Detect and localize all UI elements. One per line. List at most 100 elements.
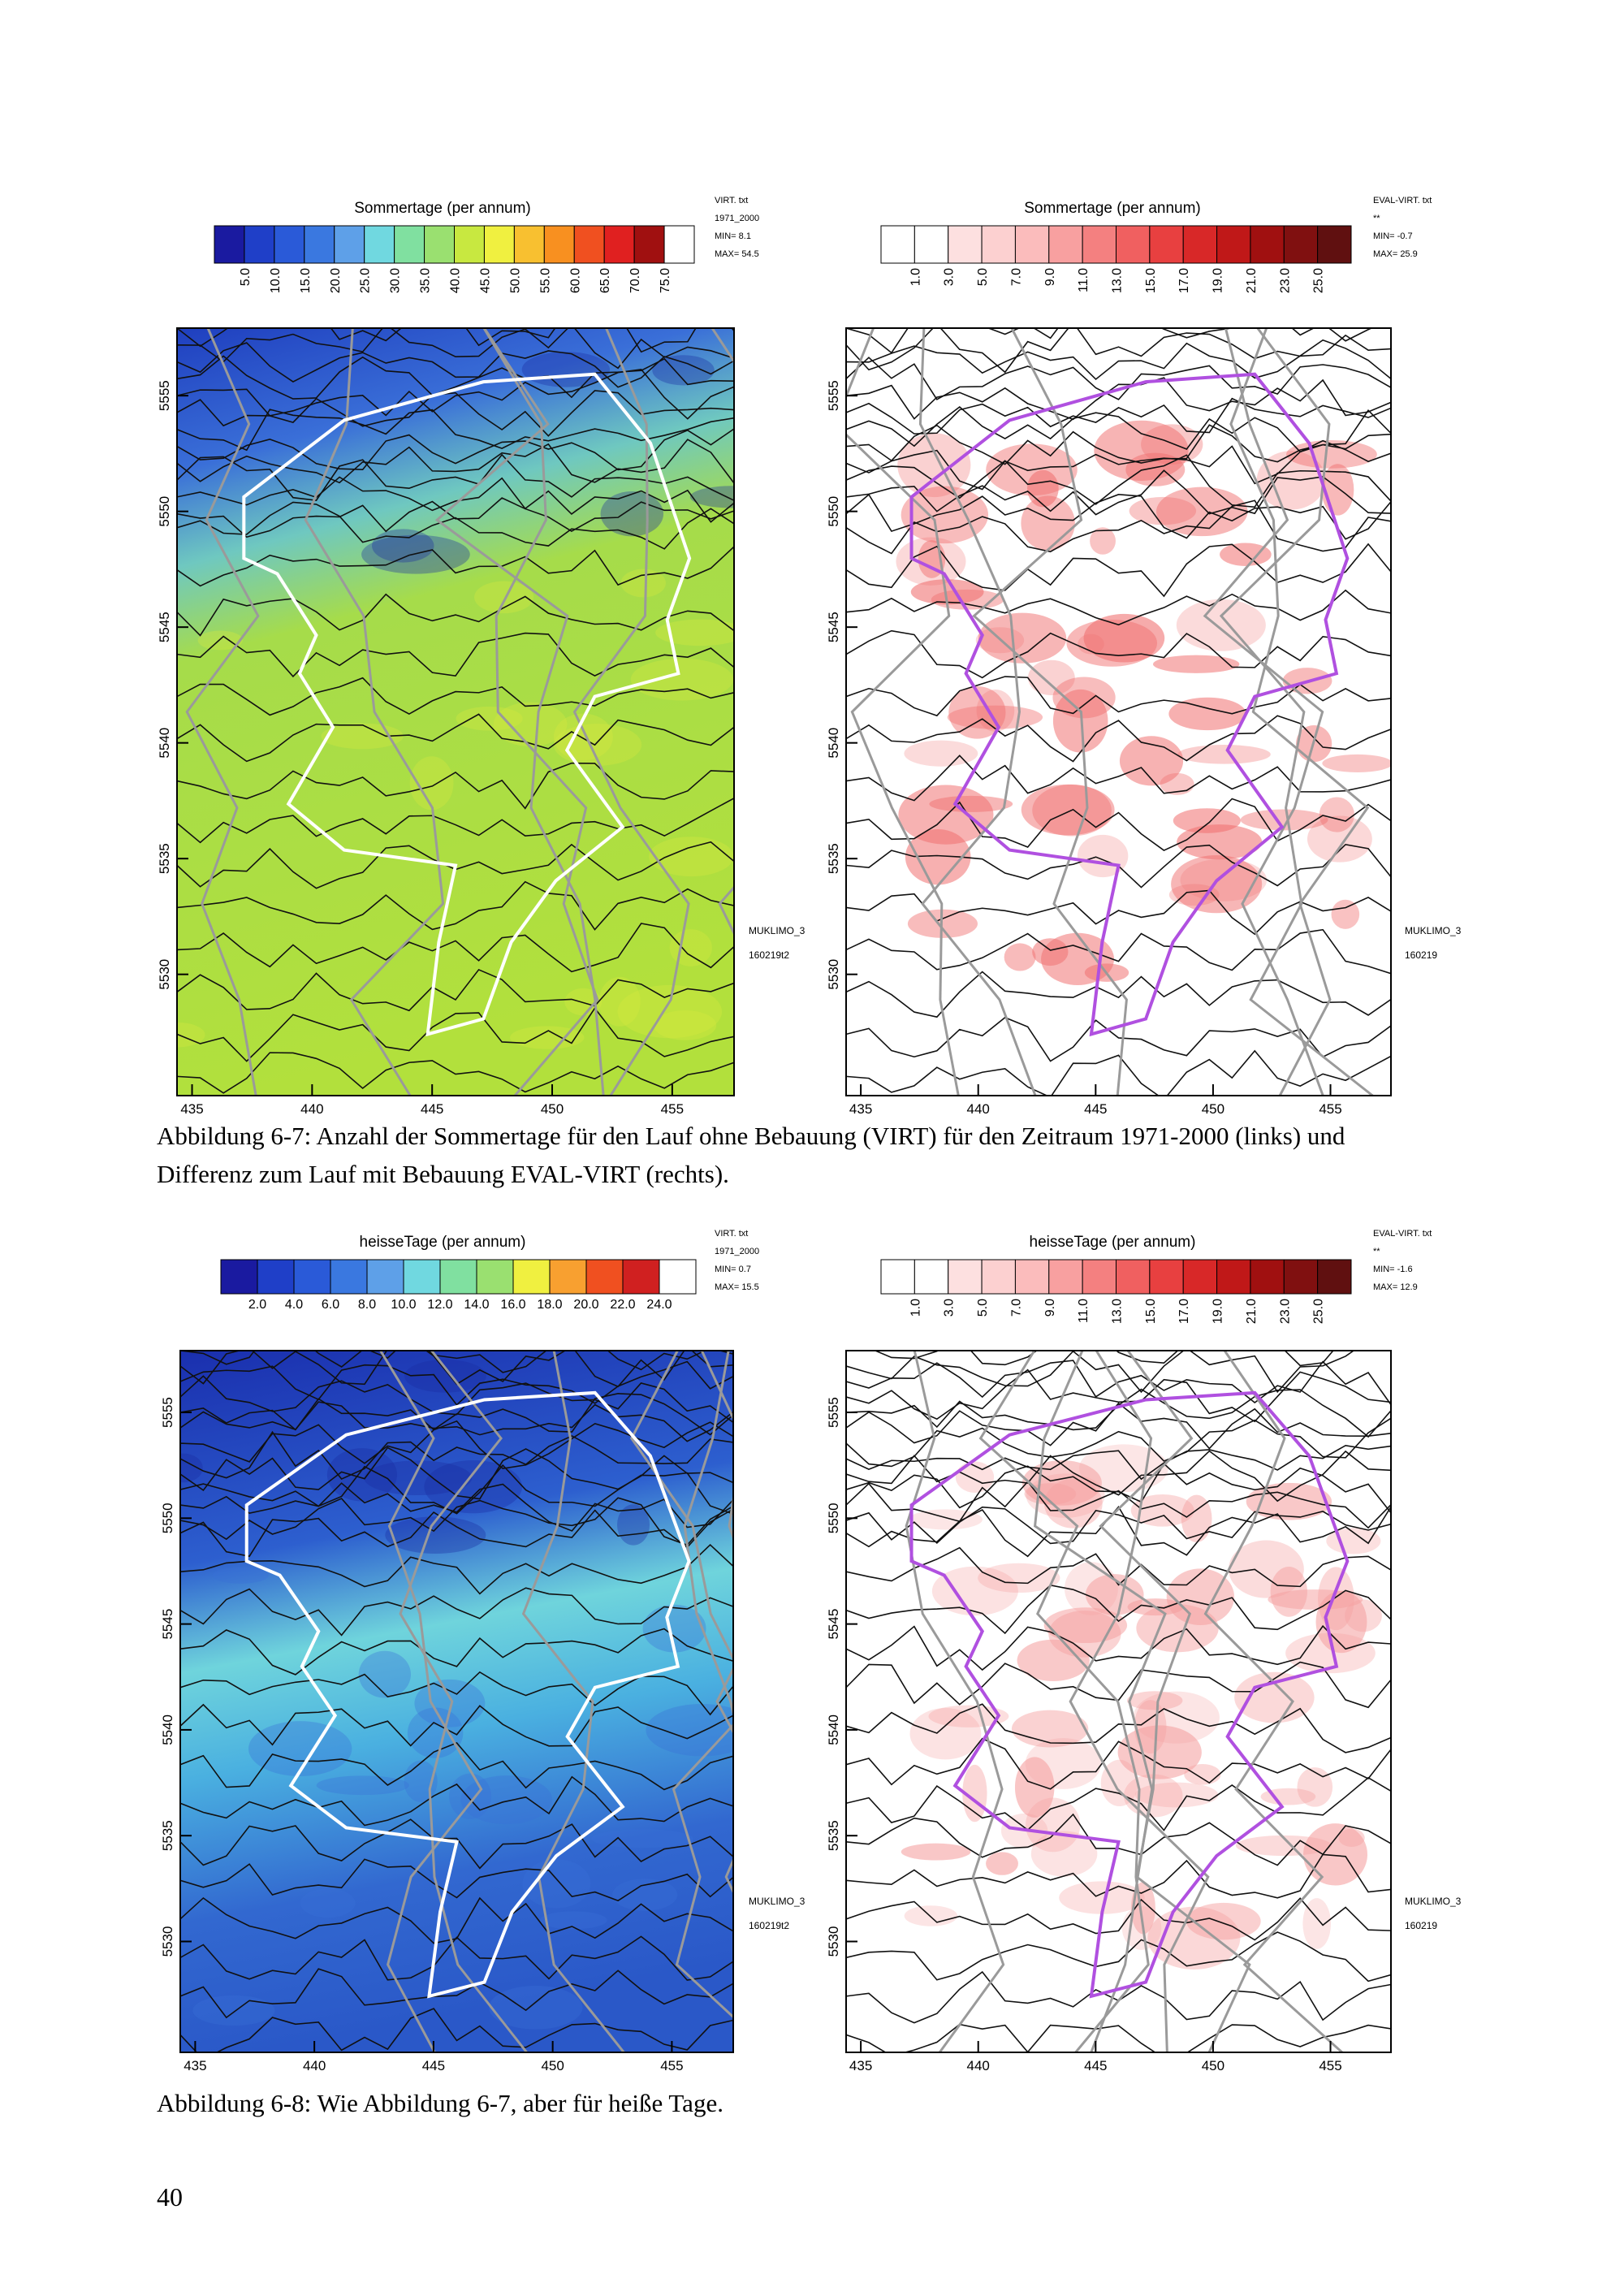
heat-blob: [1338, 1828, 1365, 1847]
meta-text: MIN= -0.7: [1373, 231, 1413, 241]
scale-cell: [476, 1259, 514, 1295]
heat-blob: [978, 612, 1067, 664]
heat-blob: [986, 1852, 1018, 1875]
scale-label: 9.0: [1043, 268, 1057, 286]
scale-label: 5.0: [976, 1299, 990, 1317]
map-panel: heisseTage (per annum) 1.0 3.0 5.0 7.0 9.0 11.…: [826, 1229, 1462, 2073]
road: [978, 1351, 1150, 2052]
contour: [180, 1401, 733, 1442]
meta-text: MIN= 0.7: [715, 1265, 751, 1274]
y-tick-label: 5540: [826, 1714, 841, 1745]
heat-blob: [1270, 1567, 1307, 1617]
scale-cell: [483, 225, 515, 264]
contour: [846, 1506, 1391, 1545]
scale-label: 1.0: [909, 268, 922, 286]
scale-cell: [257, 1259, 295, 1295]
meta-text: MAX= 54.5: [715, 249, 759, 259]
city-boundary: [909, 372, 1350, 1037]
contour: [177, 328, 734, 370]
contour: [846, 469, 1391, 516]
x-tick-label: 445: [422, 2058, 445, 2073]
contour: [846, 928, 1391, 975]
scale-cell: [981, 1259, 1016, 1295]
contour: [846, 328, 1373, 354]
shade-blob: [300, 1888, 356, 1918]
y-tick-label: 5530: [826, 959, 841, 990]
contour: [846, 629, 1391, 679]
road: [700, 1351, 733, 1895]
shade-blob: [316, 1775, 409, 1796]
x-tick-label: 455: [661, 1101, 684, 1117]
shade-blob: [654, 1010, 717, 1040]
scale-label: 35.0: [419, 268, 433, 293]
scale-label: 15.0: [1144, 1299, 1158, 1324]
x-tick-label: 445: [1084, 2058, 1107, 2073]
road: [905, 1351, 1005, 2052]
shade-blob: [212, 1567, 269, 1584]
scale-label: 25.0: [1312, 1299, 1326, 1324]
y-tick-label: 5535: [826, 1820, 841, 1851]
heat-blob: [1133, 1691, 1220, 1744]
scale-label: 19.0: [1212, 268, 1225, 293]
scale-label: 25.0: [1312, 268, 1326, 293]
x-tick-label: 455: [1319, 2058, 1341, 2073]
scale-cell: [244, 225, 275, 264]
contour: [177, 880, 734, 931]
contour: [846, 357, 1391, 400]
scale-label: 75.0: [659, 268, 672, 293]
meta-text: EVAL-VIRT. txt: [1373, 1229, 1432, 1239]
contour: [177, 342, 734, 388]
page-number: 40: [157, 2182, 183, 2212]
y-tick-label: 5540: [157, 728, 172, 759]
x-tick-label: 440: [303, 2058, 326, 2073]
road: [1219, 328, 1374, 1096]
y-tick-label: 5535: [157, 843, 172, 874]
scale-cell: [573, 225, 605, 264]
scale-cell: [1182, 225, 1218, 264]
contour: [177, 439, 734, 484]
contour: [177, 762, 734, 810]
contour: [177, 476, 734, 523]
scale-cell: [214, 225, 245, 264]
scale-cell: [1216, 1259, 1251, 1295]
model-label: 160219: [1405, 1920, 1437, 1931]
scale-cell: [633, 225, 665, 264]
contour: [846, 424, 1391, 465]
contour: [180, 1628, 733, 1676]
shade-blob: [630, 658, 734, 701]
scale-label: 23.0: [1278, 1299, 1292, 1324]
heat-blob: [901, 486, 989, 544]
scale-label: 40.0: [449, 268, 463, 293]
heat-blob: [955, 1461, 995, 1493]
contour: [177, 409, 734, 452]
heat-blob: [1079, 1444, 1168, 1493]
heat-blob: [1322, 754, 1391, 772]
scale-cell: [659, 1259, 697, 1295]
road: [572, 328, 690, 1096]
contour: [180, 1360, 733, 1407]
heat-blob: [1027, 469, 1059, 508]
scale-label: 16.0: [500, 1298, 525, 1312]
map-frame: [845, 327, 1392, 1096]
contour: [846, 1049, 1391, 1096]
scale-cell: [513, 225, 545, 264]
contour: [846, 589, 1391, 626]
heat-blob: [1166, 1568, 1235, 1626]
heat-blob: [897, 433, 971, 498]
figure-caption: Differenz zum Lauf mit Bebauung EVAL-VIR…: [157, 1160, 729, 1188]
contour: [177, 1007, 734, 1062]
heat-blob: [1130, 1494, 1194, 1527]
scale-label: 7.0: [1009, 1299, 1023, 1317]
scale-label: 3.0: [943, 268, 957, 286]
contour: [846, 1369, 1391, 1423]
y-tick-label: 5550: [157, 496, 172, 527]
scale-cell: [948, 1259, 983, 1295]
x-tick-label: 455: [660, 2058, 683, 2073]
contour: [180, 1587, 733, 1637]
heat-blob: [909, 1708, 982, 1760]
scale-cell: [364, 225, 395, 264]
shade-blob: [489, 1985, 583, 2030]
meta-text: MAX= 25.9: [1373, 249, 1418, 259]
scale-label: 15.0: [1144, 268, 1158, 293]
heat-blob: [1094, 420, 1189, 481]
